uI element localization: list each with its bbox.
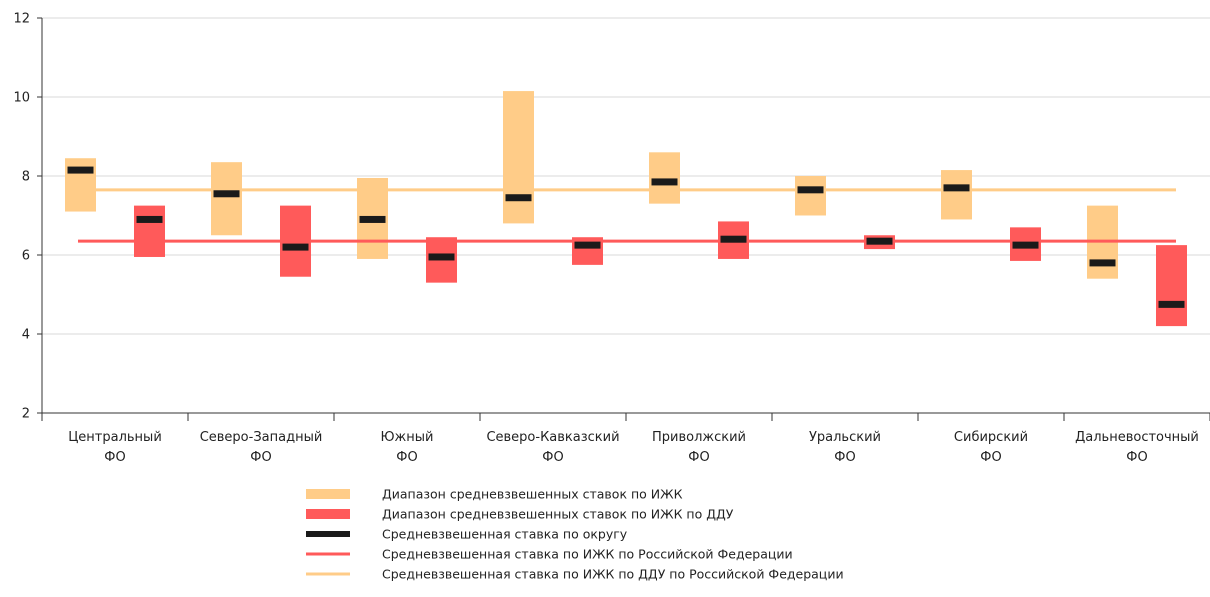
x-category-label-line: Приволжский — [652, 430, 746, 445]
x-category-label: Дальневосточный ФО — [1075, 430, 1199, 465]
izhk-rate-mark — [67, 166, 94, 174]
x-category-label-line: ФО — [542, 450, 563, 465]
legend-swatch-izhk_range — [306, 489, 350, 499]
izhk-range-bar — [503, 91, 534, 224]
ddu-range-bar — [1156, 245, 1187, 327]
legend-swatch-rf_ddu_line — [306, 572, 350, 576]
izhk-rate-mark — [359, 215, 386, 223]
izhk-rate-mark — [505, 194, 532, 202]
x-category-label-line: ФО — [104, 450, 125, 465]
izhk-rate-mark — [651, 178, 678, 186]
izhk-range-bar — [941, 170, 972, 220]
legend-swatch-mark — [306, 531, 350, 537]
x-category-label-line: Дальневосточный — [1075, 430, 1199, 445]
legend-label: Диапазон средневзвешенных ставок по ИЖК … — [382, 507, 734, 522]
x-category-label-line: ФО — [396, 450, 417, 465]
x-category-label-line: ФО — [688, 450, 709, 465]
y-tick-label: 4 — [22, 328, 30, 343]
izhk-rate-mark — [213, 190, 240, 198]
y-tick-label: 10 — [13, 91, 30, 106]
ddu-rate-mark — [1012, 241, 1039, 249]
legend-label: Диапазон средневзвешенных ставок по ИЖК — [382, 487, 683, 502]
legend-swatch-ddu_range — [306, 509, 350, 519]
ddu-rate-mark — [282, 243, 309, 251]
y-tick-label: 12 — [13, 12, 30, 27]
legend-swatch-rf_izhk_line — [306, 552, 350, 556]
izhk-rate-mark — [943, 184, 970, 192]
y-tick-labels: 2 4 6 8 10 12 — [13, 12, 30, 422]
x-category-label: Южный ФО — [381, 430, 434, 465]
ddu-rate-mark — [720, 235, 747, 243]
x-category-label-line: ФО — [250, 450, 271, 465]
rf-lines — [78, 188, 1176, 243]
x-category-label-line: Центральный — [68, 430, 162, 445]
rate-marks — [67, 166, 1185, 308]
izhk-range-bar — [211, 162, 242, 236]
legend-label: Средневзвешенная ставка по ИЖК по ДДУ по… — [382, 567, 844, 582]
x-category-label-line: Уральский — [809, 430, 881, 445]
x-category-label-line: ФО — [1126, 450, 1147, 465]
izhk-rate-mark — [797, 186, 824, 194]
x-category-label-line: Северо-Кавказский — [486, 430, 619, 445]
x-category-label: Приволжский ФО — [652, 430, 746, 465]
x-category-label-line: Южный — [381, 430, 434, 445]
y-tick-label: 6 — [22, 249, 30, 264]
x-category-label: Центральный ФО — [68, 430, 162, 465]
axes — [37, 17, 1210, 421]
ddu-range-bar — [134, 205, 165, 257]
x-category-label: Сибирский ФО — [954, 430, 1028, 465]
y-tick-label: 8 — [22, 170, 30, 185]
legend: Диапазон средневзвешенных ставок по ИЖК Д… — [306, 487, 844, 582]
izhk-rate-mark — [1089, 259, 1116, 267]
range-bars — [65, 91, 1187, 327]
x-category-label: Уральский ФО — [809, 430, 881, 465]
x-category-label: Северо-Западный ФО — [200, 430, 323, 465]
legend-label: Средневзвешенная ставка по ИЖК по Россий… — [382, 547, 793, 562]
x-category-label-line: ФО — [834, 450, 855, 465]
ddu-rate-mark — [574, 241, 601, 249]
izhk-range-bar — [65, 158, 96, 212]
x-category-label-line: Сибирский — [954, 430, 1028, 445]
ddu-rate-mark — [428, 253, 455, 261]
izhk-range-bar — [649, 152, 680, 204]
izhk-range-bar — [795, 176, 826, 216]
y-tick-label: 2 — [22, 407, 30, 422]
x-category-label-line: ФО — [980, 450, 1001, 465]
ddu-rate-mark — [1158, 300, 1185, 308]
legend-label: Средневзвешенная ставка по округу — [382, 527, 628, 542]
ddu-rate-mark — [866, 237, 893, 245]
x-category-label: Северо-Кавказский ФО — [486, 430, 619, 465]
ddu-rate-mark — [136, 215, 163, 223]
x-category-label-line: Северо-Западный — [200, 430, 323, 445]
